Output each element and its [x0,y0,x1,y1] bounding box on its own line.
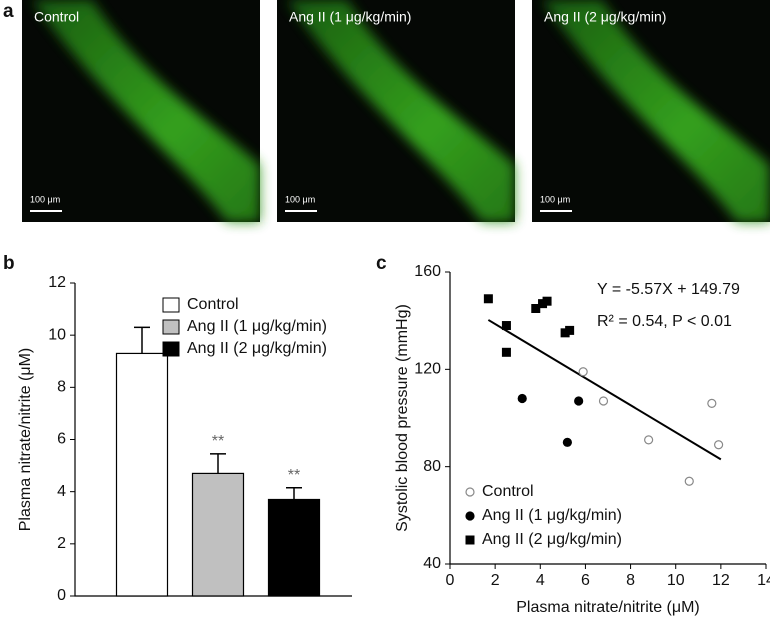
panel-label: b [3,253,15,274]
tissue [287,0,515,222]
bar [267,498,321,597]
y-tick-label: 12 [48,274,66,291]
scale-label: 100 μm [540,194,570,204]
marker [578,367,588,377]
x-tick-label: 8 [626,572,635,589]
marker [565,325,575,335]
marker [598,396,609,406]
micrograph: Control 100 μm [22,0,260,222]
x-tick-label: 2 [491,572,500,589]
y-tick-label: 40 [423,555,441,572]
marker [483,294,493,304]
image-caption: Ang II (1 μg/kg/min) [289,9,411,25]
scale-label: 100 μm [285,194,315,204]
annotation: Y = -5.57X + 149.79 [597,281,740,298]
marker [684,476,694,486]
marker [538,299,548,309]
x-axis-label: Plasma nitrate/nitrite (μM) [516,599,699,616]
marker [644,435,654,445]
y-tick-label: 80 [423,458,441,475]
significance: ** [288,467,300,484]
tissue [32,0,260,222]
panel-label: a [3,1,14,22]
trend-line [487,319,722,461]
significance: ** [212,433,224,450]
y-tick-label: 4 [57,483,66,500]
y-tick-label: 6 [57,431,66,448]
x-tick-label: 6 [581,572,590,589]
image-caption: Control [34,9,79,25]
x-tick-label: 10 [667,572,685,589]
legend-label: Control [187,296,239,313]
image-caption: Ang II (2 μg/kg/min) [544,9,666,25]
panel-label: c [376,253,387,274]
y-axis-label: Systolic blood pressure (mmHg) [394,304,411,532]
legend-label: Ang II (2 μg/kg/min) [187,340,327,357]
y-tick-label: 10 [48,326,66,343]
y-axis-label: Plasma nitrate/nitrite (μM) [17,348,34,531]
marker [542,296,552,306]
x-tick-label: 12 [712,572,730,589]
bar [115,352,169,597]
annotation: R² = 0.54, P < 0.01 [597,313,732,330]
legend-swatch [162,341,180,357]
marker [574,396,584,406]
x-tick-label: 4 [536,572,545,589]
legend-label: Ang II (1 μg/kg/min) [482,507,622,524]
legend-marker [465,487,475,497]
legend-label: Ang II (2 μg/kg/min) [482,531,622,548]
marker [707,398,717,408]
legend-marker [465,511,475,521]
y-tick-label: 120 [414,361,441,378]
micrograph: Ang II (1 μg/kg/min) 100 μm [277,0,515,222]
marker [560,328,570,338]
marker [713,440,724,450]
legend-label: Control [482,483,534,500]
legend-label: Ang II (1 μg/kg/min) [187,318,327,335]
x-tick-label: 0 [446,572,455,589]
y-tick-label: 160 [414,263,441,280]
marker [501,321,511,331]
marker [531,304,541,313]
legend-swatch [162,319,180,335]
legend-swatch [162,297,180,313]
y-tick-label: 0 [57,587,66,604]
legend-marker [465,535,475,545]
tissue [542,0,770,222]
scale-label: 100 μm [30,194,60,204]
marker [562,437,572,447]
micrograph: Ang II (2 μg/kg/min) 100 μm [532,0,770,222]
x-tick-label: 14 [757,572,770,589]
bar [191,472,245,597]
marker [501,347,511,357]
marker [517,393,527,404]
y-tick-label: 2 [57,535,66,552]
y-tick-label: 8 [57,379,66,396]
